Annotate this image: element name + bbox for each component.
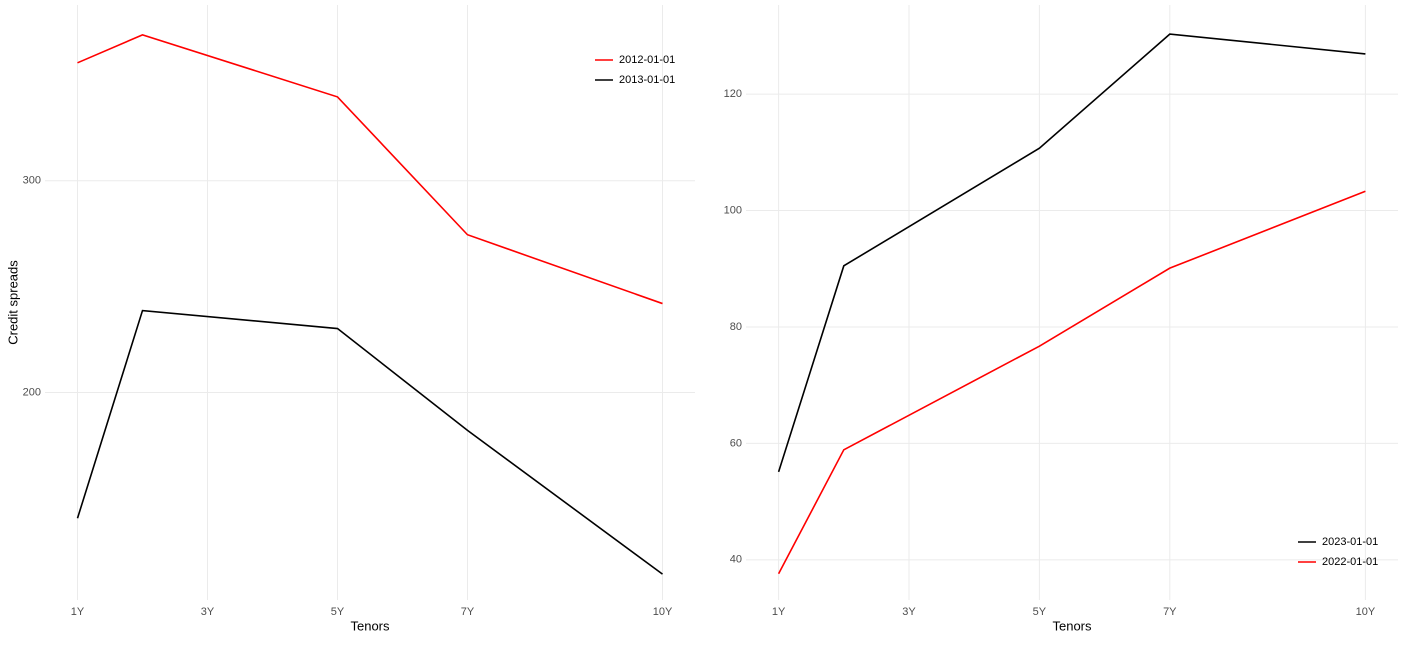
series-line	[77, 34, 663, 305]
chart-panel: 200 300 1Y 3Y 5Y 7Y 10Y Tenors Credit spreads 201…	[5, 5, 695, 633]
x-tick-label: 7Y	[1163, 606, 1177, 618]
legend-label: 2012-01-01	[619, 54, 675, 66]
y-tick-label: 80	[730, 321, 742, 333]
x-tick-label: 10Y	[653, 606, 673, 618]
x-tick-label: 7Y	[461, 606, 475, 618]
y-tick-label: 60	[730, 437, 742, 449]
legend-label: 2013-01-01	[619, 74, 675, 86]
y-axis-title: Credit spreads	[5, 260, 20, 345]
y-tick-label: 120	[724, 88, 742, 100]
legend-label: 2022-01-01	[1322, 556, 1378, 568]
series-line	[777, 33, 1366, 473]
x-tick-label: 1Y	[71, 606, 85, 618]
x-tick-label: 3Y	[201, 606, 215, 618]
y-tick-label: 300	[23, 175, 41, 187]
series-line	[777, 190, 1366, 575]
x-tick-label: 10Y	[1356, 606, 1376, 618]
x-axis-title: Tenors	[1052, 618, 1092, 633]
x-tick-label: 5Y	[1033, 606, 1047, 618]
x-axis-title: Tenors	[350, 618, 390, 633]
chart-panel: 40 60 80 100 120 1Y 3Y 5Y 7Y 10Y Tenors 2023-01-01 2…	[724, 5, 1398, 633]
y-tick-label: 200	[23, 386, 41, 398]
y-tick-label: 100	[724, 204, 742, 216]
x-tick-label: 5Y	[331, 606, 345, 618]
y-tick-label: 40	[730, 554, 742, 566]
x-tick-label: 3Y	[902, 606, 916, 618]
x-tick-label: 1Y	[772, 606, 786, 618]
legend-label: 2023-01-01	[1322, 536, 1378, 548]
series-line	[76, 309, 663, 575]
